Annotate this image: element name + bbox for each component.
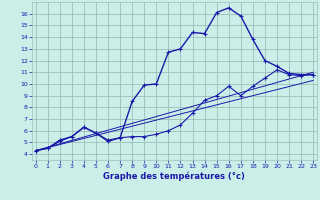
X-axis label: Graphe des températures (°c): Graphe des températures (°c) — [103, 172, 245, 181]
